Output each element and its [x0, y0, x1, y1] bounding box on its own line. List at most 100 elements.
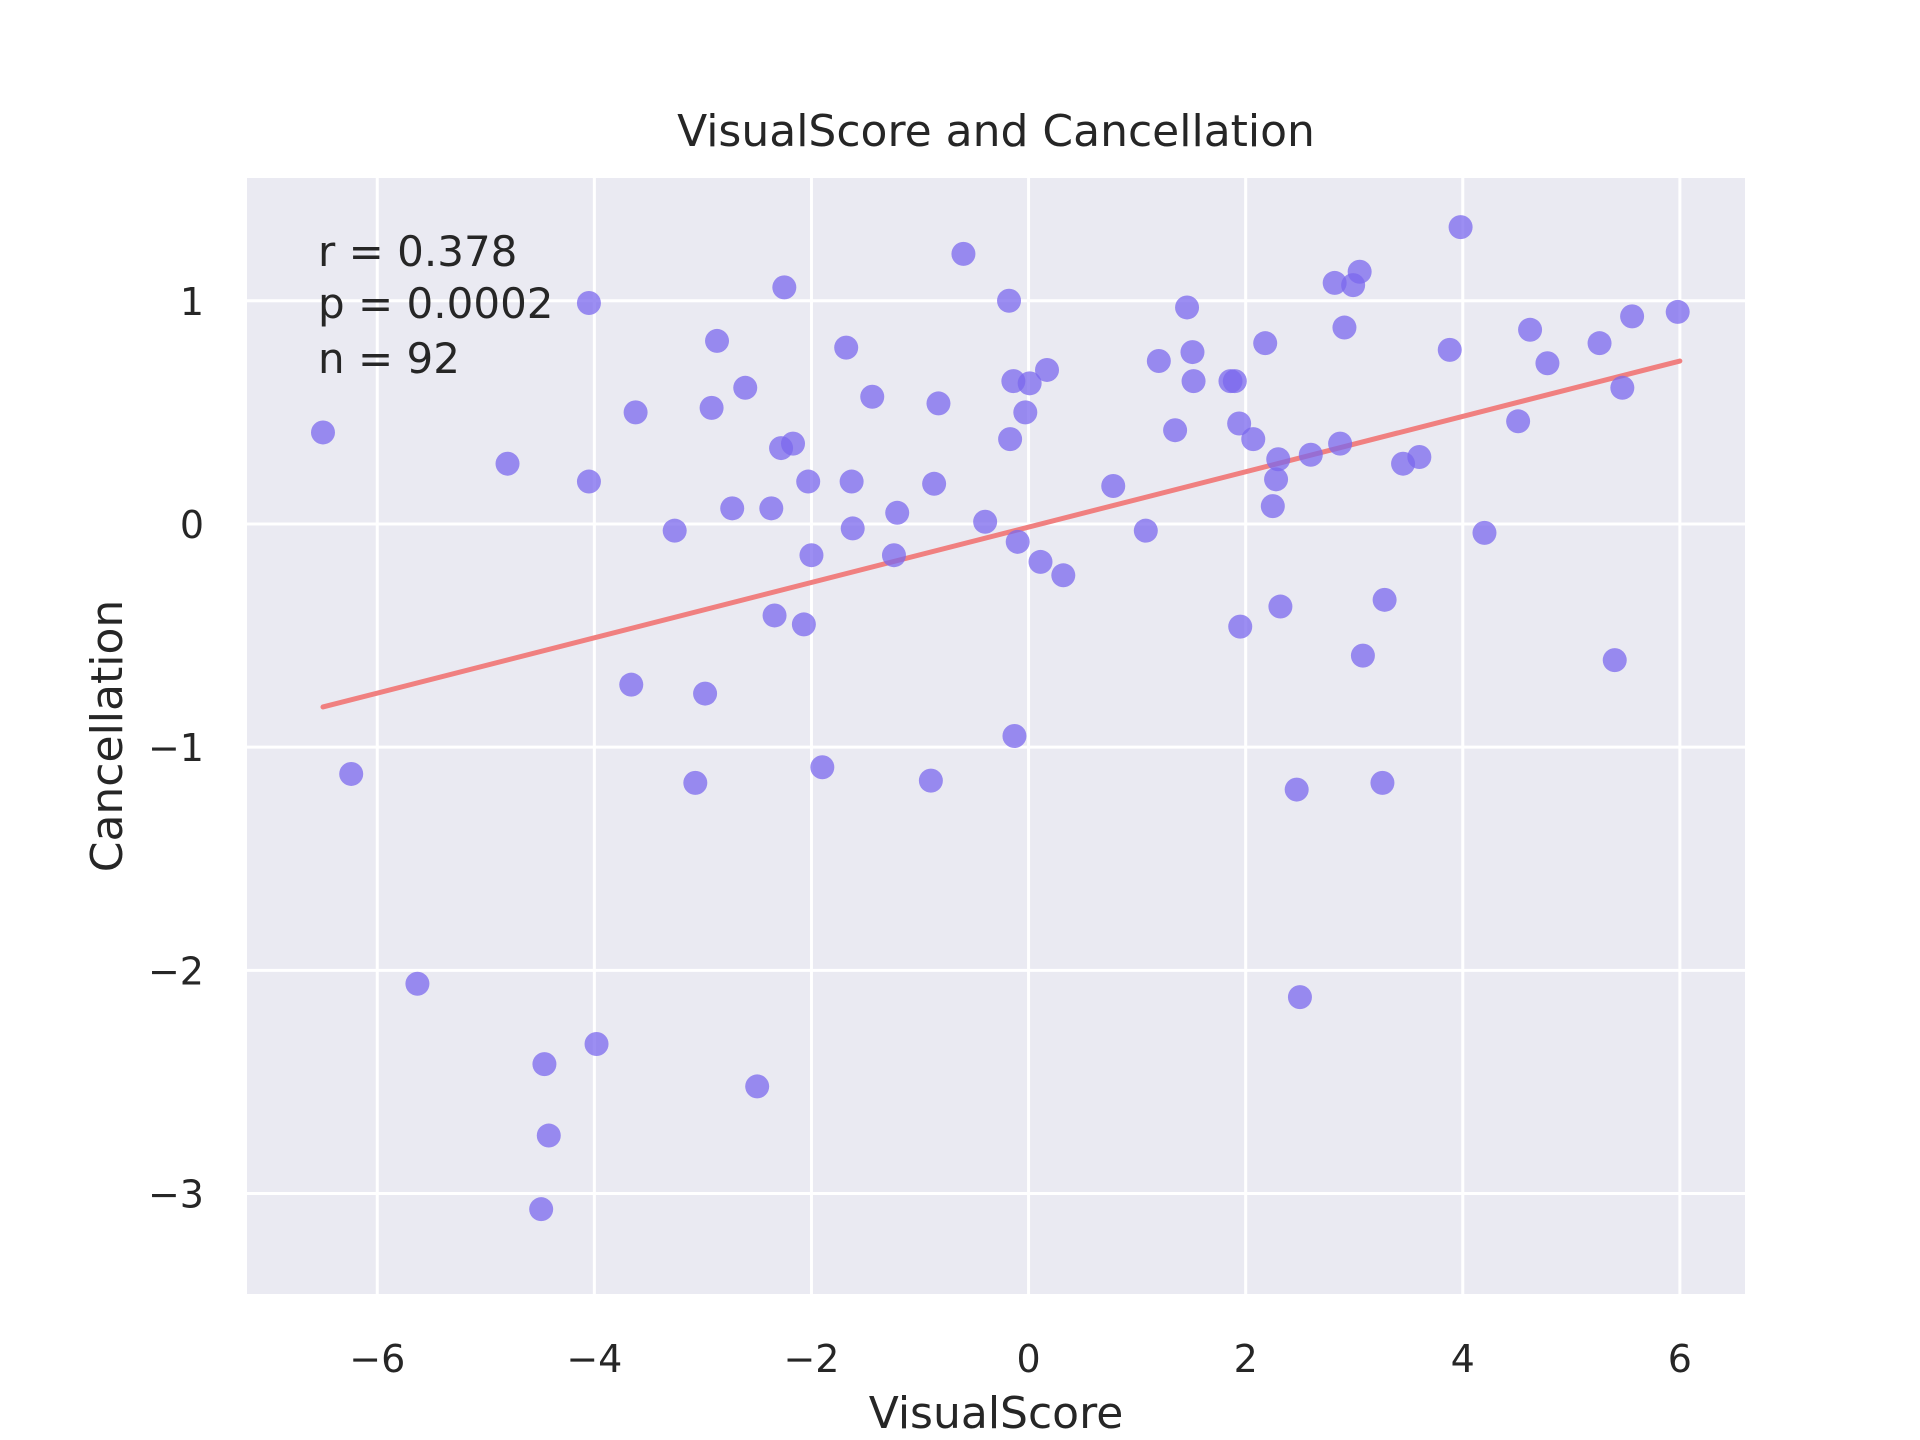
data-point [1602, 648, 1627, 673]
data-point [1005, 529, 1030, 554]
data-point [745, 1074, 770, 1099]
data-point [1227, 411, 1252, 436]
data-point [1181, 369, 1206, 394]
x-tick-label: −2 [783, 1337, 839, 1381]
x-tick-label: −4 [566, 1337, 622, 1381]
data-point [662, 518, 687, 543]
data-points [310, 215, 1690, 1222]
data-point [1253, 331, 1278, 356]
data-point [1350, 643, 1375, 668]
data-point [1017, 371, 1042, 396]
data-point [762, 603, 787, 628]
data-point [1241, 427, 1266, 452]
data-point [1101, 474, 1126, 499]
x-axis-label: VisualScore [869, 1388, 1124, 1439]
x-tick-labels: −6 −4 −2 0 2 4 6 [349, 1337, 1692, 1381]
data-point [683, 770, 708, 795]
data-point [584, 1032, 609, 1057]
data-point [1180, 340, 1205, 365]
data-point [1298, 442, 1323, 467]
data-point [720, 496, 745, 521]
data-point [1146, 349, 1171, 374]
stat-r: r = 0.378 [318, 227, 517, 276]
y-tick-label: −3 [148, 1173, 204, 1217]
y-tick-label: 1 [180, 280, 204, 324]
data-point [1228, 614, 1253, 639]
data-point [997, 288, 1022, 313]
data-point [918, 768, 943, 793]
data-point [405, 971, 430, 996]
plot-background [247, 178, 1745, 1294]
data-point [1284, 777, 1309, 802]
data-point [839, 469, 864, 494]
data-point [1028, 549, 1053, 574]
x-tick-label: 6 [1668, 1337, 1692, 1381]
y-tick-labels: 1 0 −1 −2 −3 [148, 280, 204, 1217]
data-point [1620, 304, 1645, 329]
data-point [1535, 351, 1560, 376]
data-point [781, 431, 806, 456]
data-point [1322, 270, 1347, 295]
data-point [1013, 400, 1038, 425]
data-point [532, 1052, 557, 1077]
data-point [705, 328, 730, 353]
data-point [623, 400, 648, 425]
y-tick-label: −2 [148, 949, 204, 993]
x-tick-label: 0 [1016, 1337, 1040, 1381]
data-point [619, 672, 644, 697]
data-point [810, 755, 835, 780]
data-point [840, 516, 865, 541]
chart-title: VisualScore and Cancellation [677, 106, 1315, 157]
data-point [1002, 724, 1027, 748]
y-axis-label: Cancellation [82, 600, 133, 873]
data-point [881, 543, 906, 568]
data-point [1268, 594, 1293, 619]
y-tick-label: −1 [148, 726, 204, 770]
regression-line [320, 358, 1683, 710]
data-point [1260, 494, 1285, 519]
x-tick-label: 2 [1234, 1337, 1258, 1381]
data-point [576, 469, 601, 494]
data-point [1372, 587, 1397, 612]
data-point [998, 427, 1023, 452]
data-point [1328, 431, 1353, 456]
data-point [1407, 445, 1432, 469]
data-point [576, 290, 601, 315]
data-point [1222, 369, 1247, 394]
data-point [1665, 299, 1690, 324]
data-point [1587, 331, 1612, 356]
x-tick-label: 4 [1451, 1337, 1475, 1381]
data-point [796, 469, 821, 494]
y-tick-label: 0 [180, 503, 204, 547]
data-point [799, 543, 824, 568]
data-point [951, 241, 976, 266]
data-point [536, 1123, 561, 1148]
data-point [926, 391, 951, 416]
data-point [759, 496, 784, 521]
data-point [1518, 317, 1543, 342]
data-point [885, 500, 910, 525]
data-point [693, 681, 718, 706]
data-point [699, 395, 724, 420]
x-tick-label: −6 [349, 1337, 405, 1381]
data-point [791, 612, 816, 637]
data-point [1472, 520, 1497, 545]
data-point [1264, 467, 1289, 492]
data-point [1437, 337, 1462, 362]
data-point [1332, 315, 1357, 340]
data-point [922, 471, 947, 496]
data-point [1370, 770, 1395, 795]
data-point [860, 384, 885, 409]
data-point [834, 335, 859, 360]
data-point [973, 509, 998, 534]
data-point [339, 761, 364, 786]
data-point [1506, 409, 1531, 434]
data-point [1347, 259, 1372, 284]
data-point [772, 275, 797, 300]
fit-line-group [320, 358, 1683, 710]
stat-n: n = 92 [318, 334, 460, 383]
data-point [1133, 518, 1158, 543]
data-point [1266, 447, 1291, 472]
stat-p: p = 0.0002 [318, 279, 554, 328]
